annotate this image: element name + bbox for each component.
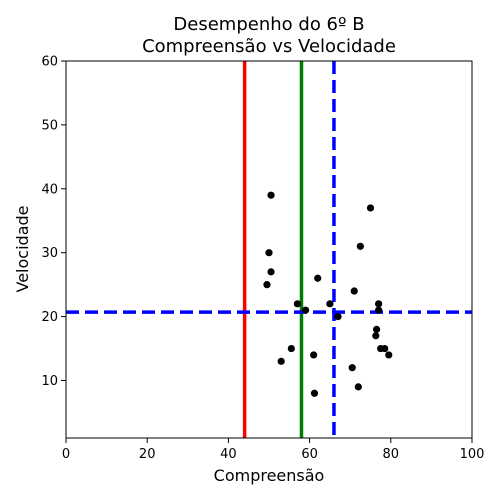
y-axis-label: Velocidade xyxy=(13,206,32,293)
plot-frame xyxy=(65,60,473,439)
y-tick-label-50: 50 xyxy=(41,118,58,133)
data-point-4 xyxy=(267,268,275,276)
data-point-22 xyxy=(375,306,383,314)
data-point-18 xyxy=(366,204,375,212)
data-point-20 xyxy=(372,325,381,333)
y-tick-label-30: 30 xyxy=(41,246,58,261)
data-point-10 xyxy=(310,389,319,397)
data-point-9 xyxy=(310,351,318,359)
data-point-21 xyxy=(375,300,383,308)
y-tick-label-10: 10 xyxy=(41,374,58,389)
data-point-16 xyxy=(354,383,362,391)
x-tick-label-60: 60 xyxy=(301,447,318,462)
data-point-19 xyxy=(372,332,380,340)
x-tick-label-40: 40 xyxy=(220,447,237,462)
data-point-2 xyxy=(265,249,273,257)
data-point-25 xyxy=(385,351,393,359)
data-point-3 xyxy=(267,191,275,199)
data-point-6 xyxy=(287,344,295,353)
data-point-14 xyxy=(348,364,356,372)
x-tick-label-20: 20 xyxy=(139,447,156,462)
data-point-7 xyxy=(293,300,302,308)
x-tick-label-80: 80 xyxy=(383,447,400,462)
data-point-5 xyxy=(277,357,285,365)
chart-title-line1: Desempenho do 6º B xyxy=(173,14,364,35)
y-tick-label-20: 20 xyxy=(41,310,58,325)
data-point-17 xyxy=(356,242,364,250)
plot-area: 0 20 40 60 80 100 10 20 30 40 50 60 xyxy=(41,55,484,463)
y-tick-label-60: 60 xyxy=(41,55,58,70)
x-tick-label-0: 0 xyxy=(62,447,70,462)
data-point-12 xyxy=(326,300,334,308)
chart-title-line2: Compreensão vs Velocidade xyxy=(142,36,396,57)
data-point-13 xyxy=(334,312,342,321)
data-point-1 xyxy=(263,281,271,289)
x-tick-label-100: 100 xyxy=(460,447,485,462)
data-point-15 xyxy=(350,287,358,295)
y-tick-label-40: 40 xyxy=(41,182,58,197)
data-point-24 xyxy=(381,344,389,353)
data-point-8 xyxy=(301,306,310,314)
data-point-11 xyxy=(314,274,322,282)
x-axis-label: Compreensão xyxy=(214,466,325,485)
